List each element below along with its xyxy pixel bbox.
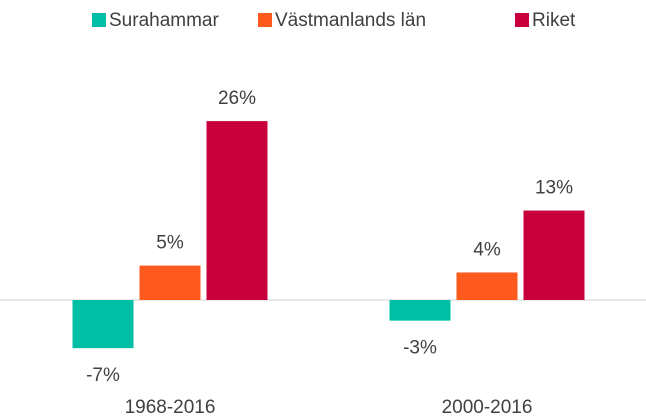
value-label: 13% bbox=[535, 178, 573, 199]
legend-label: Västmanlands län bbox=[275, 10, 426, 31]
value-label: 26% bbox=[218, 88, 256, 109]
value-label: 4% bbox=[473, 239, 501, 260]
bar bbox=[523, 210, 585, 300]
value-label: -7% bbox=[86, 365, 120, 386]
x-tick-label: 2000-2016 bbox=[442, 397, 533, 418]
bar bbox=[72, 300, 134, 349]
bar bbox=[206, 121, 268, 301]
bar bbox=[139, 265, 201, 300]
bar bbox=[389, 300, 451, 321]
value-label: 5% bbox=[156, 233, 184, 254]
x-tick-label: 1968-2016 bbox=[125, 397, 216, 418]
legend-swatch bbox=[258, 13, 272, 27]
bar bbox=[456, 272, 518, 300]
legend-label: Riket bbox=[532, 10, 576, 31]
legend-swatch bbox=[92, 13, 106, 27]
legend-swatch bbox=[515, 13, 529, 27]
value-label: -3% bbox=[403, 338, 437, 359]
legend-label: Surahammar bbox=[109, 10, 219, 31]
